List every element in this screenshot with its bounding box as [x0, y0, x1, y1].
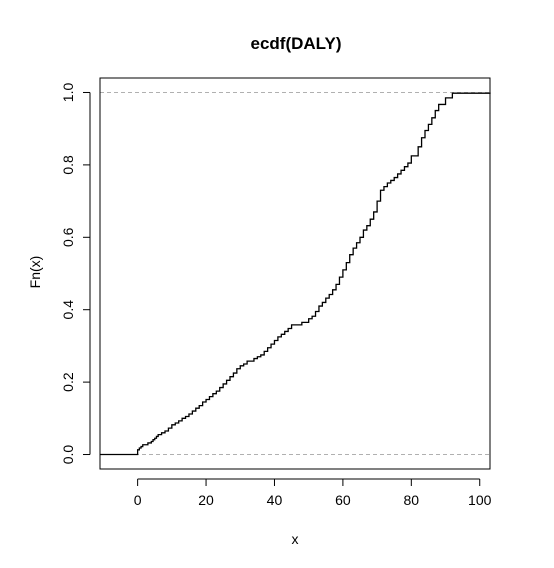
x-axis-label: x — [292, 531, 299, 547]
x-tick-label: 60 — [335, 492, 351, 508]
y-tick-label: 0.2 — [60, 372, 76, 392]
ecdf-step-series — [100, 92, 491, 456]
y-tick-label: 0.4 — [60, 300, 76, 320]
x-tick-label: 20 — [198, 492, 214, 508]
y-axis-label: Fn(x) — [27, 256, 43, 289]
ecdf-step-line — [100, 92, 491, 456]
x-tick-label: 100 — [468, 492, 492, 508]
y-tick-label: 0.0 — [60, 445, 76, 465]
x-tick-label: 80 — [404, 492, 420, 508]
y-tick-label: 1.0 — [60, 83, 76, 103]
x-tick-label: 40 — [267, 492, 283, 508]
plot-frame — [99, 77, 491, 470]
x-tick-label: 0 — [134, 492, 142, 508]
y-tick-label: 0.6 — [60, 227, 76, 247]
y-axis: 0.0 0.2 0.4 0.6 0.8 1.0 — [60, 83, 91, 465]
reference-lines — [100, 91, 490, 456]
x-axis: 0 20 40 60 80 100 — [134, 478, 492, 508]
chart-title: ecdf(DALY) — [251, 34, 342, 53]
y-tick-label: 0.8 — [60, 155, 76, 175]
